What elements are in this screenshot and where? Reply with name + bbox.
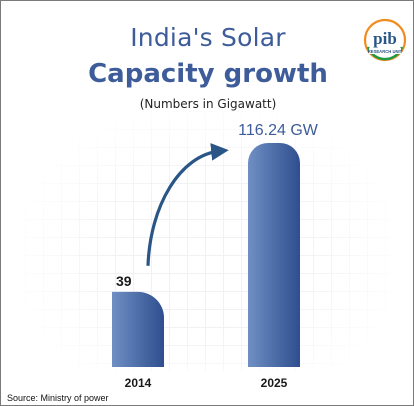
logo-text: pib <box>373 29 397 48</box>
subtitle: (Numbers in Gigawatt) <box>139 97 277 111</box>
growth-arrow <box>146 143 229 266</box>
bar-2014 <box>112 291 164 367</box>
title-line-1: India's Solar <box>130 23 286 52</box>
grid-fade <box>1 91 413 391</box>
data-label-2014: 39 <box>116 273 132 289</box>
tick-label-2014: 2014 <box>125 376 152 390</box>
source-note: Source: Ministry of power <box>7 393 109 403</box>
title-line-2: Capacity growth <box>88 59 328 89</box>
bar-2025 <box>248 143 300 367</box>
logo-subtext: RESEARCH UNIT <box>368 49 403 54</box>
tick-label-2025: 2025 <box>261 376 288 390</box>
data-label-2025: 116.24 GW <box>238 122 319 139</box>
pib-logo-icon: pib RESEARCH UNIT <box>363 18 407 62</box>
